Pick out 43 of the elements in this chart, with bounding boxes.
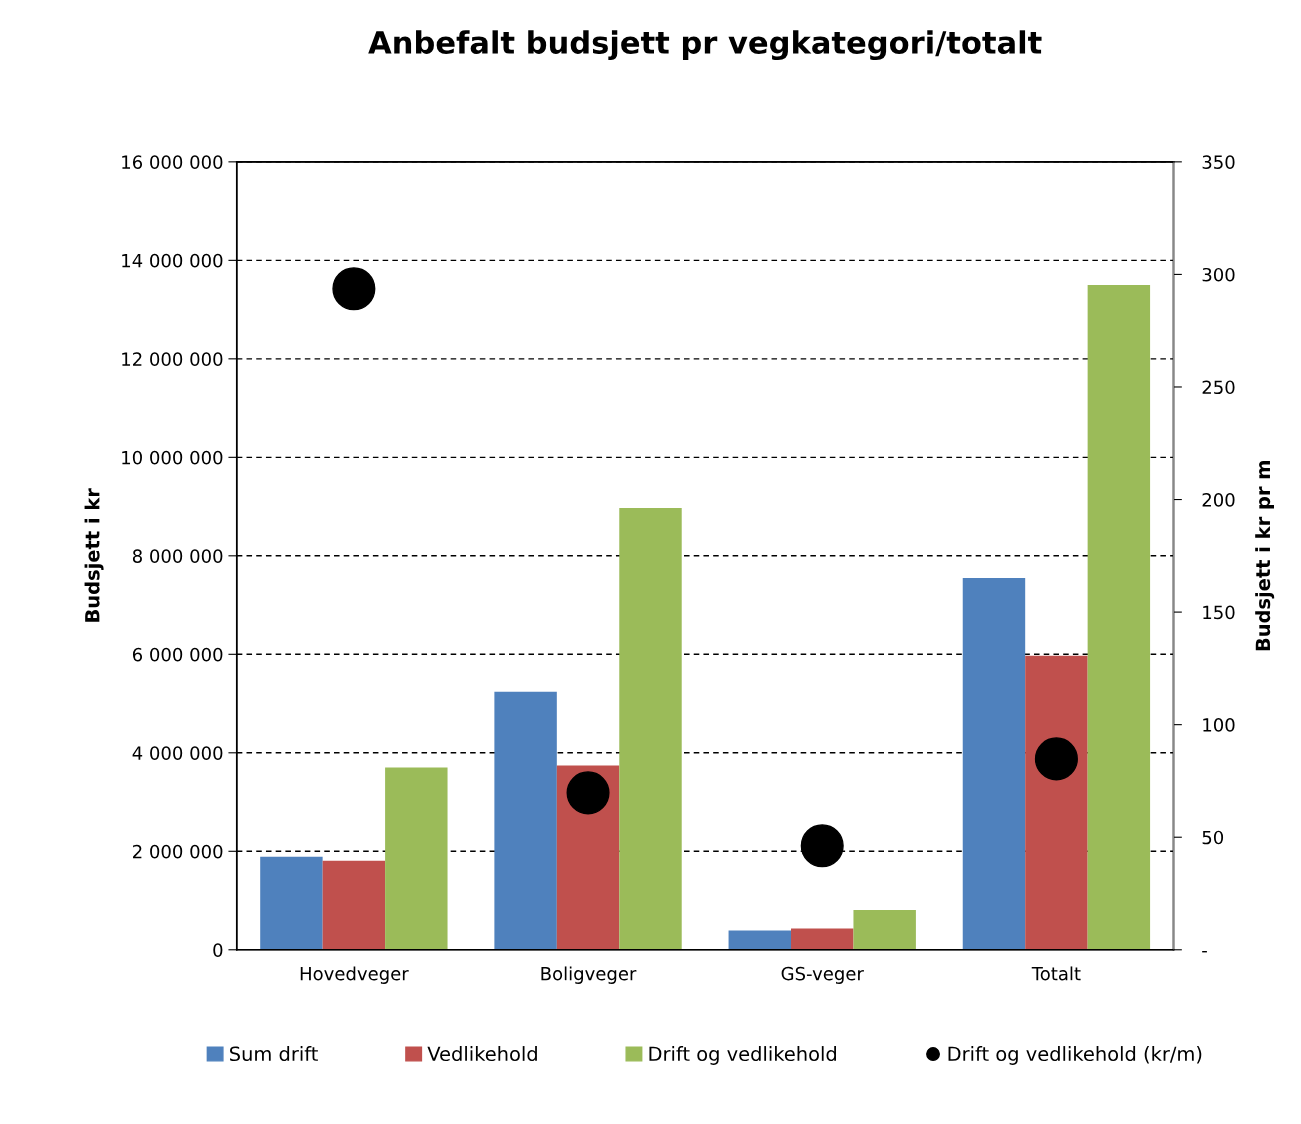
y-tick-label: 8 000 000 bbox=[132, 549, 223, 563]
bar bbox=[494, 691, 557, 950]
x-tick-label: Hovedveger bbox=[300, 966, 409, 984]
legend-label: Vedlikehold bbox=[427, 1046, 537, 1062]
y2-tick-label: 150 bbox=[1203, 605, 1235, 620]
chart-title: Anbefalt budsjett pr vegkategori/totalt bbox=[368, 30, 1042, 61]
bar bbox=[385, 767, 448, 950]
y-tick-label: 6 000 000 bbox=[132, 647, 223, 662]
x-tick-label: Boligveger bbox=[541, 966, 637, 984]
y-tick-label: 4 000 000 bbox=[132, 746, 223, 760]
legend-label: Sum drift bbox=[230, 1046, 318, 1062]
bar bbox=[853, 909, 916, 950]
x-tick-label: Totalt bbox=[1031, 966, 1081, 981]
legend-label: Drift og vedlikehold (kr/m) bbox=[948, 1046, 1202, 1065]
y-tick-label: 0 bbox=[213, 943, 223, 957]
y2-tick-label: 250 bbox=[1202, 380, 1235, 395]
bar bbox=[322, 860, 386, 950]
point bbox=[800, 824, 844, 868]
bar bbox=[260, 856, 323, 950]
y-tick-label: 14 000 000 bbox=[122, 253, 223, 268]
point bbox=[1034, 737, 1078, 781]
y2-tick-label: 300 bbox=[1202, 267, 1235, 282]
y2-tick-label: 100 bbox=[1203, 718, 1235, 732]
y2-axis-title: Budsjett i kr pr m bbox=[1255, 461, 1275, 651]
y-tick-label: 16 000 000 bbox=[122, 155, 223, 169]
y-axis-title: Budsjett i kr bbox=[84, 488, 104, 622]
y2-tick-label: - bbox=[1202, 950, 1207, 953]
bar bbox=[1087, 284, 1151, 950]
point bbox=[332, 267, 376, 311]
bar bbox=[728, 930, 792, 950]
x-tick-label: GS-veger bbox=[781, 966, 864, 984]
y-tick-label: 10 000 000 bbox=[122, 450, 223, 465]
bar bbox=[962, 577, 1026, 950]
y2-tick-label: 50 bbox=[1202, 830, 1224, 845]
y2-tick-label: 200 bbox=[1202, 493, 1235, 507]
y-tick-label: 12 000 000 bbox=[122, 352, 223, 366]
y2-tick-label: 350 bbox=[1202, 155, 1235, 169]
bar bbox=[1025, 655, 1088, 950]
bar bbox=[619, 508, 682, 950]
legend-label: Drift og vedlikehold bbox=[649, 1046, 836, 1065]
point bbox=[566, 771, 610, 815]
y-tick-label: 2 000 000 bbox=[133, 844, 223, 859]
bar bbox=[791, 928, 854, 950]
